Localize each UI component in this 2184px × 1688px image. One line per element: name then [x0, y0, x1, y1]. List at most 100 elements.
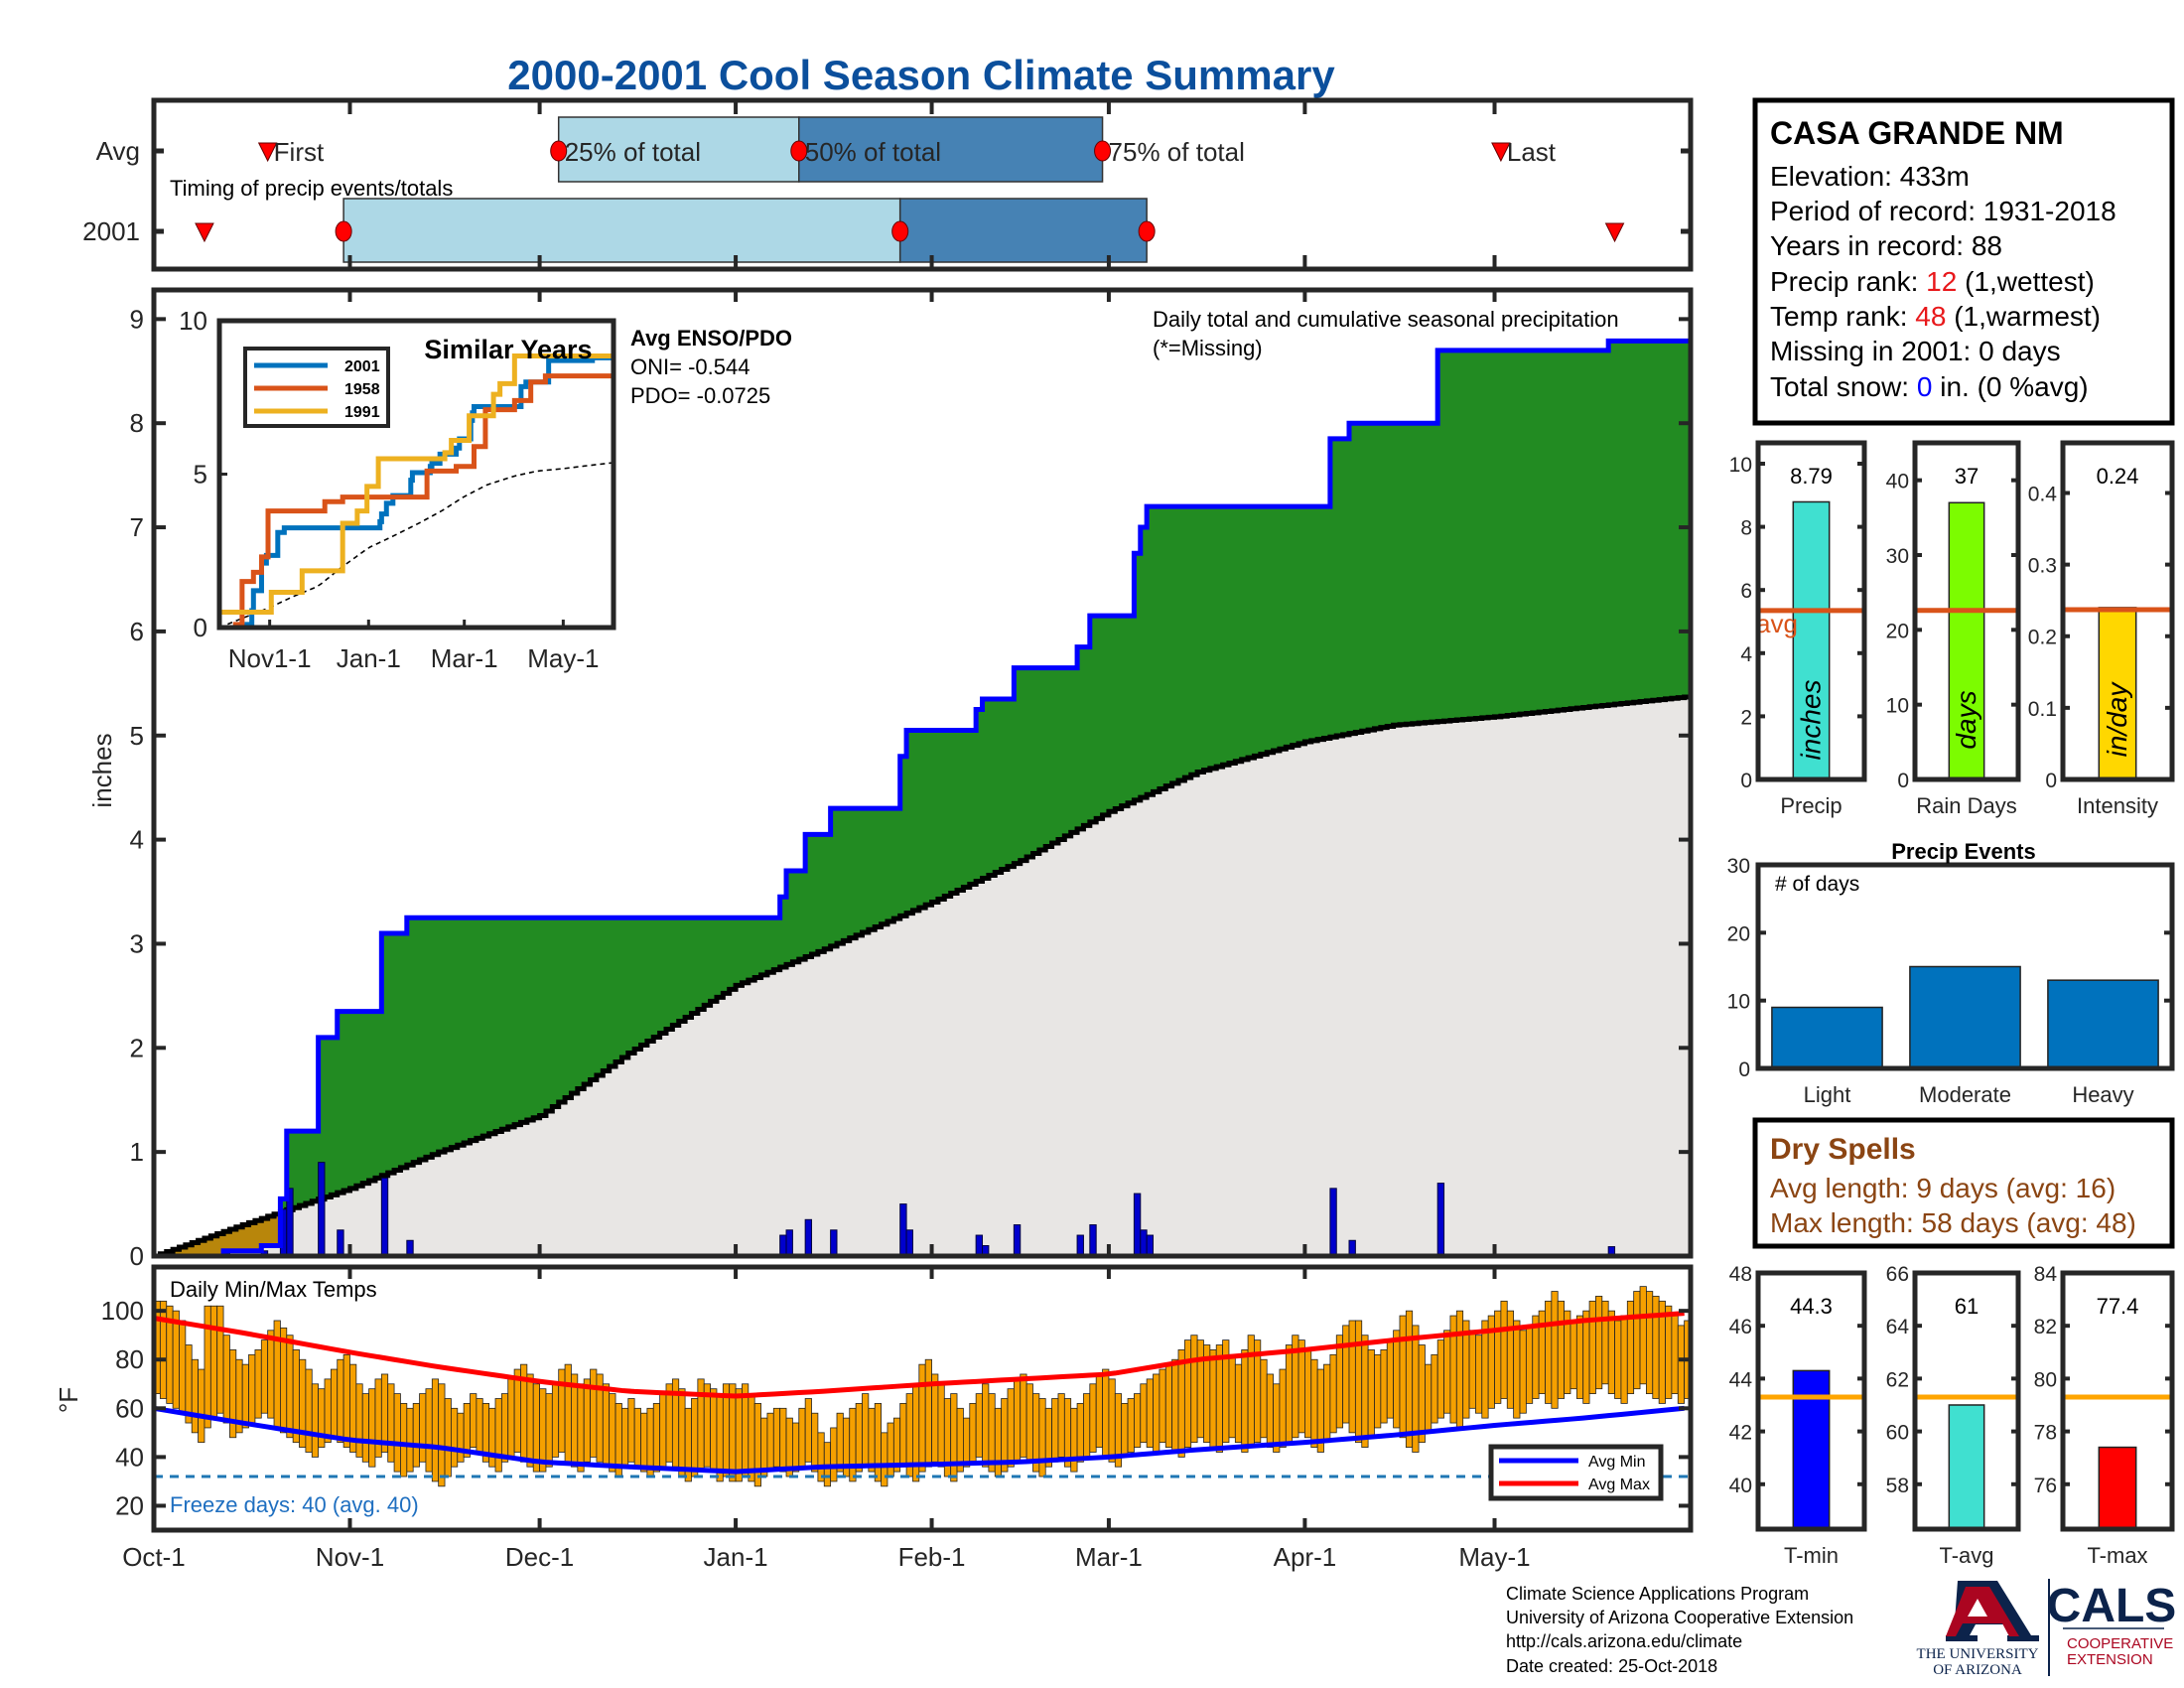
y-tick-label: 1	[130, 1137, 144, 1167]
events-y-tick-label: 20	[1727, 922, 1750, 945]
page-title: 2000-2001 Cool Season Climate Summary	[507, 52, 1335, 98]
summary-value-label: 37	[1955, 464, 1979, 489]
daily-precip-bar	[899, 1203, 907, 1257]
daily-temp-bar	[324, 1378, 332, 1444]
daily-temp-bar	[1671, 1315, 1679, 1394]
summary-y-tick-label: 80	[2034, 1368, 2057, 1391]
x-tick-label: May-1	[1458, 1542, 1530, 1572]
summary-panel-frame	[2060, 440, 2175, 782]
daily-temp-bar	[374, 1378, 382, 1458]
daily-temp-bar	[1057, 1393, 1065, 1458]
precip-rank-value: 12	[1926, 266, 1957, 297]
freeze-days-text: Freeze days: 40 (avg. 40)	[170, 1492, 419, 1517]
daily-precip-bar	[830, 1229, 838, 1257]
event-bar-moderate	[1909, 965, 2021, 1069]
station-info-box: CASA GRANDE NM Elevation: 433m Period of…	[1752, 97, 2175, 426]
daily-temp-bar	[444, 1398, 452, 1477]
events-y-tick-label: 0	[1738, 1058, 1750, 1081]
daily-temp-bar	[1551, 1291, 1559, 1409]
inset-x-tick-label: Mar-1	[431, 643, 498, 673]
dry-spells-max-length: Max length: 58 days (avg: 48)	[1770, 1207, 2136, 1238]
summary-value-label: 61	[1955, 1294, 1979, 1319]
daily-temp-bar	[159, 1300, 168, 1399]
daily-temp-bar	[229, 1349, 237, 1439]
y-tick-label: 9	[130, 304, 144, 334]
summary-bar-t-max	[2098, 1446, 2137, 1530]
inset-y-tick-label: 10	[179, 306, 207, 336]
legend-avg-min-label: Avg Min	[1588, 1454, 1646, 1471]
snow-suffix: in. (0 %avg)	[1932, 371, 2088, 402]
summary-category-label: T-min	[1784, 1543, 1839, 1568]
daily-temp-bar	[1361, 1335, 1369, 1448]
summary-y-tick-label: 0.1	[2028, 698, 2057, 721]
y-tick-label: 7	[130, 512, 144, 542]
daily-temp-bar	[260, 1339, 269, 1414]
daily-temp-bar	[1329, 1353, 1337, 1434]
footer-credits: Climate Science Applications Program Uni…	[1506, 1584, 1853, 1676]
daily-temp-bar	[577, 1383, 585, 1473]
precip-rank-prefix: Precip rank:	[1770, 266, 1926, 297]
daily-temp-bar	[931, 1373, 939, 1463]
daily-temp-bar	[792, 1422, 800, 1473]
daily-temp-bar	[488, 1407, 496, 1468]
daily-temp-bar	[526, 1373, 534, 1468]
daily-temp-bar	[1297, 1339, 1305, 1434]
summary-y-tick-label: 44	[1729, 1368, 1753, 1391]
daily-temp-bar	[267, 1330, 275, 1419]
daily-temp-bar	[678, 1388, 686, 1477]
timing-title: Timing of precip events/totals	[170, 176, 453, 201]
daily-temp-bar	[1228, 1353, 1236, 1439]
daily-temp-bar	[419, 1393, 427, 1463]
daily-temp-bar	[924, 1358, 932, 1468]
daily-temp-bar	[222, 1335, 230, 1424]
cumulative-precip-line	[154, 338, 1691, 1259]
summary-y-tick-label: 6	[1740, 580, 1752, 603]
daily-temp-bar	[507, 1378, 515, 1458]
enso-title: Avg ENSO/PDO	[630, 326, 792, 351]
daily-temp-bar	[1177, 1349, 1185, 1458]
events-y-label: # of days	[1775, 873, 1859, 896]
x-tick-label: Oct-1	[122, 1542, 186, 1572]
daily-temp-bar	[1095, 1373, 1103, 1448]
timing-last-marker	[1491, 142, 1511, 163]
events-y-tick-label: 30	[1727, 855, 1750, 878]
daily-temp-bar	[1159, 1368, 1166, 1444]
summary-panel-frame	[1755, 440, 1867, 782]
daily-temp-bar	[609, 1393, 616, 1473]
summary-bar-intensity	[2098, 607, 2137, 780]
temp-plot-frame	[151, 1264, 1694, 1533]
precip-plot-frame	[151, 287, 1694, 1259]
daily-temp-bar	[1601, 1300, 1609, 1385]
avg-min-line	[153, 1405, 1685, 1475]
daily-temp-bar	[1652, 1296, 1660, 1399]
summary-unit-label: in/day	[2102, 681, 2132, 758]
daily-temp-bar	[1209, 1349, 1217, 1448]
x-tick-label: Mar-1	[1075, 1542, 1143, 1572]
daily-temp-bar	[975, 1393, 983, 1458]
timing-bar-second-half	[798, 116, 1104, 183]
daily-temp-bar	[798, 1407, 806, 1468]
daily-temp-bar	[1323, 1363, 1331, 1444]
daily-temp-bar	[1335, 1335, 1344, 1429]
daily-temp-bar	[1127, 1398, 1135, 1453]
summary-unit-label: days	[1951, 690, 1981, 749]
daily-temp-bar	[1393, 1330, 1401, 1429]
summary-category-label: Intensity	[2077, 793, 2158, 818]
daily-temp-bar	[710, 1388, 718, 1473]
summary-value-label: 77.4	[2097, 1294, 2139, 1319]
daily-temp-bar	[248, 1353, 256, 1424]
event-category-label: Moderate	[1919, 1082, 2011, 1107]
daily-temp-bar	[1025, 1383, 1033, 1463]
summary-y-tick-label: 10	[1886, 695, 1909, 718]
temp-y-tick-label: 20	[115, 1490, 144, 1520]
daily-temp-bar	[868, 1407, 876, 1473]
daily-temp-bar	[887, 1422, 894, 1477]
inset-y-tick-label: 0	[194, 613, 207, 642]
average-cumulative-area	[154, 696, 1691, 1256]
missing-days: Missing in 2001: 0 days	[1770, 336, 2061, 366]
daily-temp-bar	[1279, 1368, 1287, 1448]
daily-precip-bar	[779, 1234, 787, 1257]
inset-series-line-1958	[219, 373, 614, 631]
daily-temp-bar	[1354, 1320, 1363, 1444]
daily-temp-bar	[425, 1388, 433, 1473]
